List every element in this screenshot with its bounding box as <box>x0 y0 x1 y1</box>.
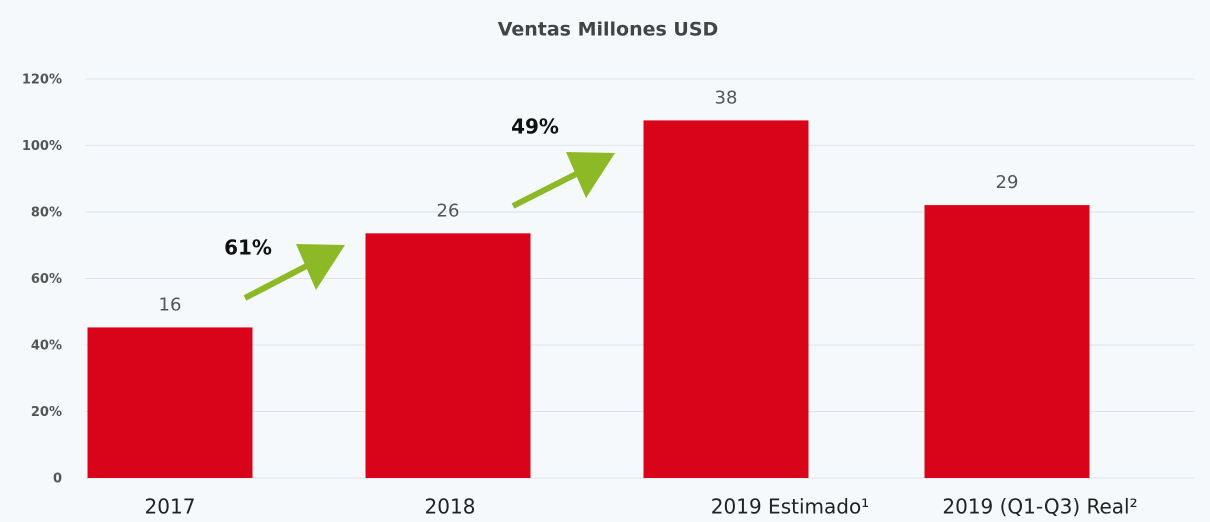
y-tick-label: 0 <box>53 472 62 487</box>
x-tick-label: 2017 <box>145 495 196 519</box>
growth-arrow <box>243 244 345 301</box>
x-tick-label: 2019 Estimado¹ <box>711 495 869 519</box>
x-tick-label: 2019 (Q1-Q3) Real² <box>942 495 1137 519</box>
bar <box>87 327 253 478</box>
bar <box>365 233 531 478</box>
y-tick-label: 100% <box>22 139 62 154</box>
value-label: 29 <box>996 172 1019 193</box>
bar <box>924 205 1090 478</box>
annotation: 61% <box>224 236 272 260</box>
growth-arrow <box>511 152 615 209</box>
value-label: 38 <box>715 87 738 108</box>
x-tick-label: 2018 <box>425 495 476 519</box>
y-tick-label: 20% <box>31 405 62 420</box>
value-label: 26 <box>437 200 460 221</box>
value-label: 16 <box>159 294 182 315</box>
y-tick-label: 40% <box>31 339 62 354</box>
bar <box>643 120 809 478</box>
y-tick-label: 80% <box>31 205 62 220</box>
annotation: 49% <box>511 115 559 139</box>
chart-title: Ventas Millones USD <box>498 19 719 41</box>
y-tick-label: 120% <box>22 73 62 88</box>
y-tick-label: 60% <box>31 272 62 287</box>
